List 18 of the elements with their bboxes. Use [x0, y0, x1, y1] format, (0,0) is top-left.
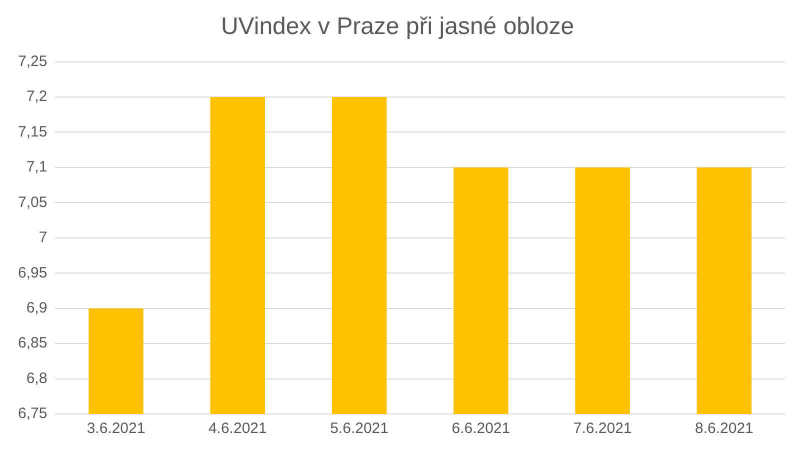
x-tick-label: 4.6.2021	[208, 420, 267, 438]
y-tick-label: 6,9	[26, 299, 48, 316]
y-tick-label: 6,85	[18, 334, 48, 352]
y-tick-label: 7	[38, 229, 48, 246]
y-tick-label: 6,75	[18, 405, 48, 422]
y-tick-label: 7,25	[18, 52, 48, 70]
x-tick-label: 7.6.2021	[573, 420, 632, 438]
x-tick-label: 6.6.2021	[452, 420, 510, 438]
y-tick-label: 6,95	[18, 264, 48, 282]
y-tick-label: 7,1	[26, 158, 48, 176]
x-tick-label: 8.6.2021	[694, 420, 754, 438]
y-tick-label: 7,2	[26, 88, 48, 106]
x-tick-label: 3.6.2021	[86, 420, 146, 438]
x-tick-label: 5.6.2021	[330, 420, 388, 438]
y-tick-label: 7,15	[18, 123, 48, 140]
y-tick-label: 7,05	[18, 194, 48, 211]
chart-title: UVindex v Praze při jasné obloze	[220, 13, 574, 40]
y-tick-label: 6,8	[26, 370, 48, 387]
